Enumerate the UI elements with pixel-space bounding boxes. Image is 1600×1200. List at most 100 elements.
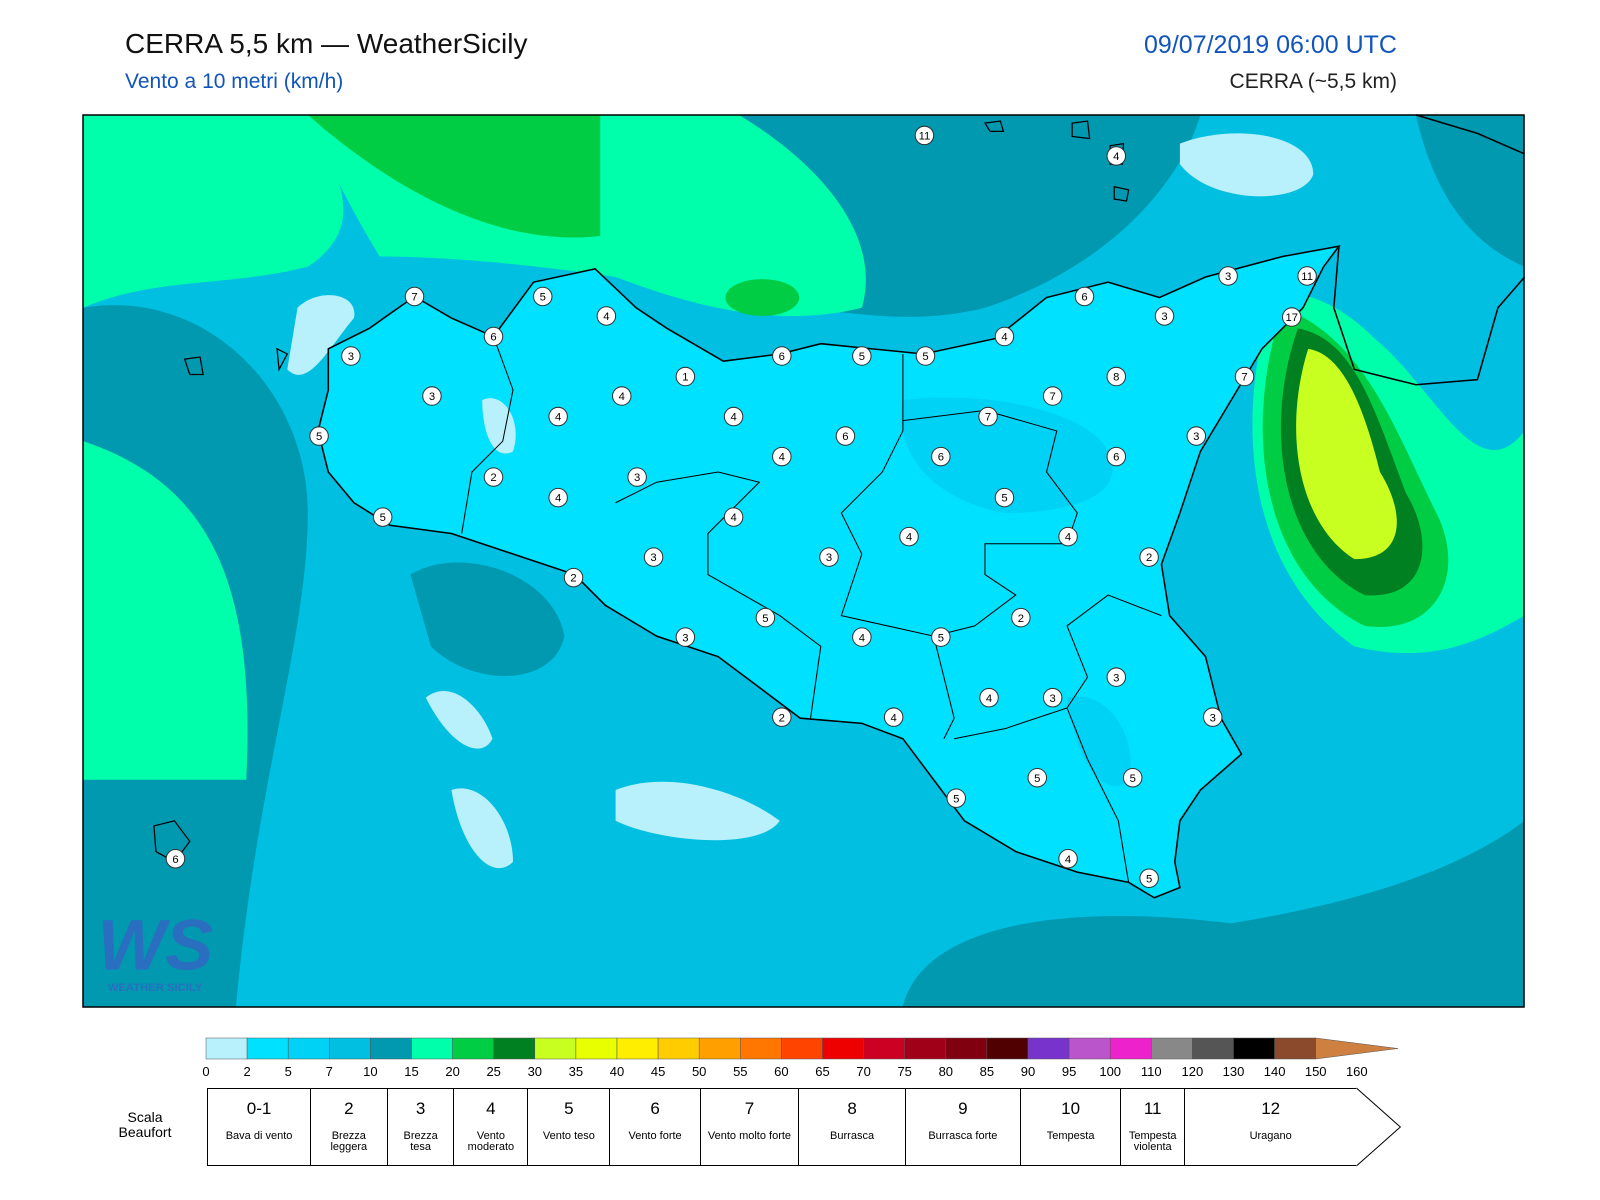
beaufort-arrow	[1356, 1087, 1402, 1167]
station-value: 5	[859, 351, 865, 363]
station-value: 3	[348, 351, 354, 363]
station-marker	[341, 346, 361, 366]
station-marker	[563, 567, 584, 588]
station-value: 2	[779, 712, 785, 724]
station-marker	[1106, 366, 1127, 387]
colorbar-bin	[1151, 1037, 1193, 1060]
station-marker	[533, 286, 553, 307]
station-value: 4	[1113, 151, 1119, 163]
field	[287, 295, 355, 375]
field	[615, 781, 780, 841]
colorbar-tick-label: 2	[243, 1064, 250, 1079]
station-value: 1	[682, 372, 688, 384]
station-marker	[1058, 526, 1078, 547]
station-marker	[165, 849, 186, 869]
station-marker	[978, 406, 998, 427]
station-value: 3	[429, 391, 435, 403]
station-value: 5	[953, 793, 959, 805]
station-value: 5	[938, 632, 944, 644]
station-value: 3	[1161, 311, 1167, 323]
station-value: 4	[1001, 332, 1007, 344]
beaufort-class: 3 Brezza tesa	[386, 1088, 454, 1166]
station-marker	[1186, 426, 1207, 446]
station-value: 7	[1050, 391, 1056, 403]
station-marker	[612, 386, 632, 406]
colorbar-tick-label: 40	[610, 1064, 624, 1079]
colorbar-bin	[205, 1037, 248, 1060]
colorbar-tick-label: 45	[651, 1064, 665, 1079]
field	[307, 114, 601, 238]
station-marker	[1139, 868, 1159, 889]
beaufort-class: 5 Vento teso	[527, 1088, 610, 1166]
colorbar-tick-label: 70	[856, 1064, 870, 1079]
station-value: 2	[1146, 552, 1152, 564]
station-value: 4	[1065, 854, 1071, 866]
beaufort-force: 2	[344, 1099, 354, 1118]
station-value: 8	[1113, 372, 1119, 384]
station-value: 7	[985, 412, 991, 424]
calabria-coast	[1333, 114, 1526, 386]
station-value: 2	[1018, 613, 1024, 625]
colorbar-tick-label: 65	[815, 1064, 829, 1079]
colorbar-tick-label: 120	[1182, 1064, 1204, 1079]
station-value: 3	[1050, 693, 1056, 705]
beaufort-force: 6	[650, 1099, 660, 1118]
station-marker	[1297, 266, 1317, 286]
beaufort-force: 0-1	[246, 1099, 272, 1118]
station-marker	[627, 467, 647, 487]
station-marker	[994, 487, 1015, 508]
station-marker	[404, 286, 425, 307]
colorbar-tick-label: 35	[569, 1064, 583, 1079]
field	[482, 398, 516, 454]
beaufort-label: Bava di vento	[225, 1130, 293, 1142]
station-value: 3	[826, 552, 832, 564]
station-marker	[1011, 607, 1031, 628]
beaufort-force: 4	[486, 1099, 496, 1118]
station-value: 3	[682, 632, 688, 644]
station-marker	[483, 326, 504, 347]
station-value: 4	[906, 532, 912, 544]
colorbar-bin	[822, 1037, 864, 1060]
colorbar-bin	[781, 1037, 823, 1060]
colorbar-tick-label: 150	[1305, 1064, 1327, 1079]
colorbar-bin	[329, 1037, 371, 1060]
colorbar-tick-label: 5	[285, 1064, 292, 1079]
station-marker	[1234, 366, 1255, 387]
beaufort-label: Brezza tesa	[403, 1130, 438, 1153]
station-marker	[1074, 286, 1095, 307]
station-marker	[979, 687, 999, 708]
station-value: 4	[619, 391, 625, 403]
station-marker	[548, 406, 568, 427]
logo-name: WEATHER SICILY	[108, 982, 203, 994]
station-marker	[852, 346, 872, 366]
station-marker	[852, 627, 872, 647]
colorbar-tick-label: 60	[774, 1064, 788, 1079]
logo-mark: WS	[97, 906, 213, 986]
beaufort-class: 11 Tempesta violenta	[1120, 1088, 1184, 1166]
field	[410, 562, 565, 676]
colorbar-bin	[1068, 1037, 1111, 1060]
beaufort-label: Vento moderato	[467, 1130, 515, 1153]
colorbar-bin	[534, 1037, 577, 1060]
colorbar-tick-label: 140	[1264, 1064, 1286, 1079]
station-marker	[1106, 667, 1127, 687]
station-marker	[1106, 146, 1127, 166]
colorbar-tick-label: 130	[1223, 1064, 1245, 1079]
station-marker	[1042, 687, 1063, 708]
station-marker	[915, 346, 936, 366]
station-value: 5	[1130, 773, 1136, 785]
colorbar-bin	[411, 1037, 453, 1060]
station-value: 5	[1001, 493, 1007, 505]
beaufort-force: 9	[958, 1099, 968, 1118]
beaufort-title: Scala Beaufort	[118, 1109, 172, 1140]
beaufort-label: Vento molto forte	[707, 1130, 792, 1142]
station-value: 3	[650, 552, 656, 564]
station-value: 3	[1225, 271, 1231, 283]
colorbar-tick-label: 110	[1141, 1064, 1162, 1079]
colorbar-tick-label: 25	[486, 1064, 500, 1079]
station-marker	[819, 547, 839, 567]
colorbar-tick-label: 15	[404, 1064, 418, 1079]
beaufort-label: Burrasca forte	[928, 1130, 998, 1142]
field	[902, 820, 1525, 1007]
station-value: 4	[986, 693, 992, 705]
